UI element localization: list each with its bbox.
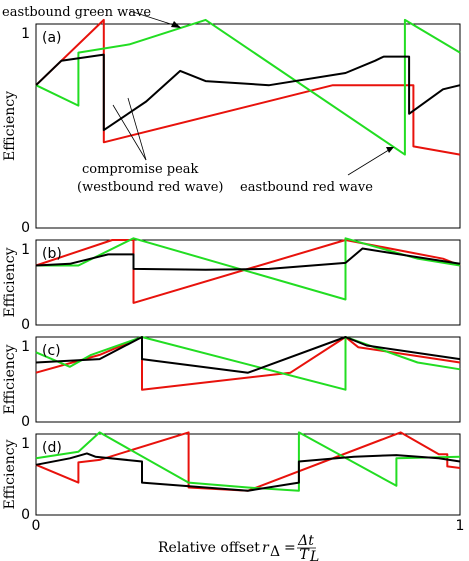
arrowhead-green-wave: [171, 21, 181, 28]
panel-1: 0 1 (a) Efficiency: [2, 18, 461, 236]
y-axis-label: Efficiency: [2, 439, 18, 509]
panel-4: 0 1 (d) Efficiency: [2, 431, 461, 523]
x-axis-label-numerator: Δt: [297, 533, 314, 549]
panel-frame: [35, 336, 461, 423]
series-line-black: [35, 53, 461, 132]
x-axis-label: Relative offset r Δ = Δt T L: [158, 533, 319, 561]
series-line-black: [35, 336, 461, 374]
arrow-red-wave: [347, 147, 393, 176]
series-line-green: [36, 237, 461, 301]
x-axis-label-equals: =: [284, 540, 296, 556]
panel-label: (d): [42, 440, 62, 456]
panel-label: (b): [42, 246, 62, 262]
y-tick-0: 0: [21, 507, 30, 523]
annotation-eastbound-red-wave: eastbound red wave: [240, 180, 373, 195]
x-axis-label-denominator-sub: L: [309, 549, 319, 561]
series-line-green: [35, 18, 461, 156]
x-axis-label-text: Relative offset: [158, 540, 260, 556]
y-tick-1: 1: [21, 26, 30, 42]
series-line-black: [35, 452, 461, 492]
annotation-eastbound-green-wave: eastbound green wave: [2, 5, 151, 20]
annotation-arrowheads: [171, 21, 394, 153]
annotation-westbound-red-wave: (westbound red wave): [77, 180, 224, 195]
annotation-arrows: [112, 10, 393, 176]
x-tick-0: 0: [32, 518, 41, 534]
series-line-green: [35, 336, 461, 391]
y-tick-1: 1: [21, 339, 30, 355]
series-line-red: [35, 336, 461, 391]
y-axis-label: Efficiency: [2, 344, 18, 414]
x-tick-1: 1: [456, 518, 465, 534]
panel-label: (c): [42, 343, 61, 359]
arrow-green-wave: [129, 10, 181, 28]
y-tick-1: 1: [21, 436, 30, 452]
series-line-black: [35, 247, 461, 271]
y-tick-0: 0: [21, 317, 30, 333]
y-tick-0: 0: [21, 414, 30, 430]
arrow-compromise-1: [112, 104, 147, 161]
series-line-red: [35, 18, 461, 156]
panel-2: 0 1 (b) Efficiency: [2, 237, 461, 333]
annotation-compromise-peak: compromise peak: [82, 162, 199, 177]
panel-label: (a): [42, 30, 62, 46]
x-axis-label-symbol: r: [262, 540, 270, 556]
y-tick-1: 1: [21, 242, 30, 258]
panel-frame: [35, 23, 461, 229]
y-tick-0: 0: [21, 220, 30, 236]
x-axis-label-denominator: T: [299, 547, 310, 561]
series-line-green: [35, 431, 461, 492]
panel-frame: [35, 239, 461, 326]
panel-frame: [35, 433, 461, 516]
panel-3: 0 1 (c) Efficiency: [2, 336, 461, 430]
arrowhead-red-wave: [386, 147, 394, 153]
y-axis-label: Efficiency: [2, 247, 18, 317]
x-axis-label-subscript: Δ: [270, 544, 280, 560]
y-axis-label: Efficiency: [2, 91, 18, 161]
arrow-compromise-2: [127, 97, 147, 161]
